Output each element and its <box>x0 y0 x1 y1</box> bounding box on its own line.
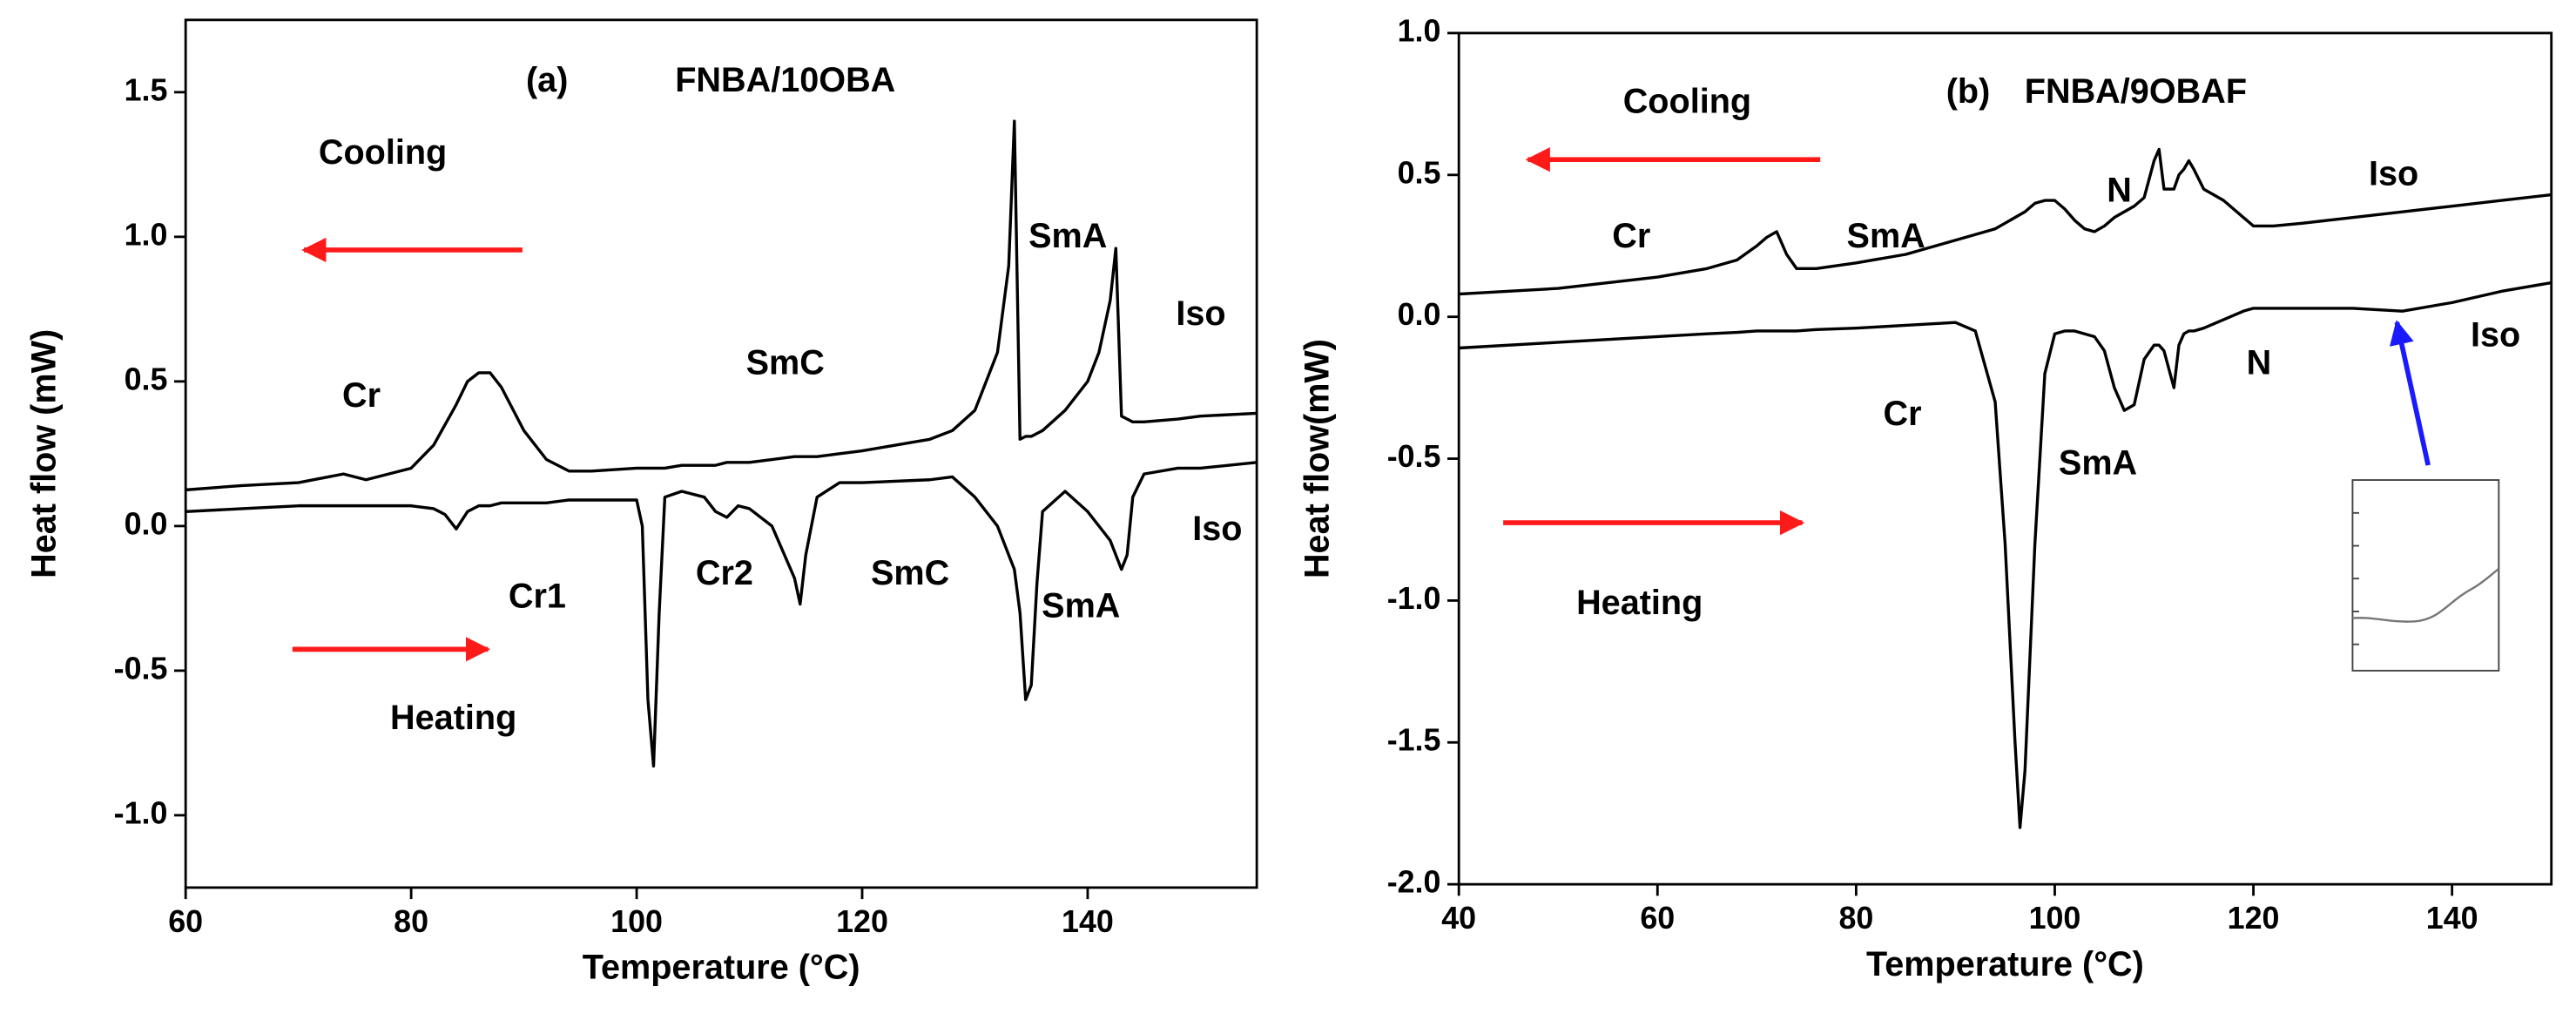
annotation: Cr1 <box>509 577 566 615</box>
x-tick-label: 120 <box>2228 901 2280 936</box>
plot-frame <box>184 18 1258 889</box>
annotation: Cr <box>1884 395 1922 433</box>
annotation: (b) <box>1946 72 1991 111</box>
x-axis-label: Temperature (°C) <box>1866 945 2144 983</box>
annotation: SmC <box>746 343 825 382</box>
annotation: SmA <box>2059 444 2137 483</box>
y-tick-label: -0.5 <box>114 651 168 686</box>
x-tick-label: 100 <box>610 904 663 939</box>
annotation: Heating <box>1576 584 1703 622</box>
annotation: Cooling <box>319 133 447 172</box>
x-axis-label: Temperature (°C) <box>583 949 860 987</box>
dsc-curve <box>1459 280 2552 829</box>
y-axis-label: Heat flow (mW) <box>24 329 63 578</box>
x-tick-label: 140 <box>2426 901 2478 936</box>
annotation: Cooling <box>1623 83 1751 121</box>
inset <box>2351 479 2500 672</box>
dsc-curve <box>185 119 1258 492</box>
annotation: Iso <box>1176 294 1225 333</box>
annotation: Iso <box>1192 510 1242 548</box>
annotation: Iso <box>2369 155 2418 193</box>
x-tick-label: 140 <box>1062 904 1114 939</box>
annotation: Cr <box>1612 217 1650 255</box>
y-tick-label: 0.5 <box>1398 155 1441 190</box>
annotation: SmC <box>871 554 949 592</box>
x-tick-label: 100 <box>2029 901 2081 936</box>
annotation: SmA <box>1847 217 1925 255</box>
annotation: Heating <box>390 699 516 737</box>
y-tick-label: 0.0 <box>1398 297 1441 332</box>
y-tick-label: 1.0 <box>125 217 168 252</box>
y-tick-label: -1.5 <box>1387 723 1441 758</box>
x-tick-label: 40 <box>1441 901 1476 936</box>
inset-arrow <box>2389 320 2431 466</box>
annotation: FNBA/9OBAF <box>2025 72 2247 111</box>
dsc-curve <box>185 461 1258 768</box>
annotation: N <box>2247 343 2272 382</box>
dsc-curve <box>1459 147 2552 296</box>
annotation: Cr2 <box>696 554 753 592</box>
y-tick-label: -1.0 <box>114 795 168 830</box>
annotation: Iso <box>2471 315 2520 354</box>
y-tick-label: -0.5 <box>1387 439 1441 474</box>
y-tick-label: 0.5 <box>125 362 168 396</box>
x-tick-label: 60 <box>168 904 203 939</box>
x-tick-label: 80 <box>394 904 428 939</box>
annotation: Cr <box>342 376 381 415</box>
annotation: SmA <box>1028 217 1107 255</box>
y-tick-label: 1.0 <box>1398 13 1441 48</box>
y-tick-label: 1.5 <box>125 72 168 107</box>
y-tick-label: -2.0 <box>1387 865 1441 900</box>
annotation: FNBA/10OBA <box>675 61 895 99</box>
y-tick-label: 0.0 <box>125 506 168 541</box>
annotation: (a) <box>526 61 568 99</box>
y-tick-label: -1.0 <box>1387 581 1441 616</box>
annotation: N <box>2107 171 2132 209</box>
y-axis-label: Heat flow(mW) <box>1298 339 1336 578</box>
x-tick-label: 60 <box>1640 901 1675 936</box>
x-tick-label: 120 <box>836 904 888 939</box>
annotation: SmA <box>1042 587 1120 625</box>
x-tick-label: 80 <box>1838 901 1873 936</box>
